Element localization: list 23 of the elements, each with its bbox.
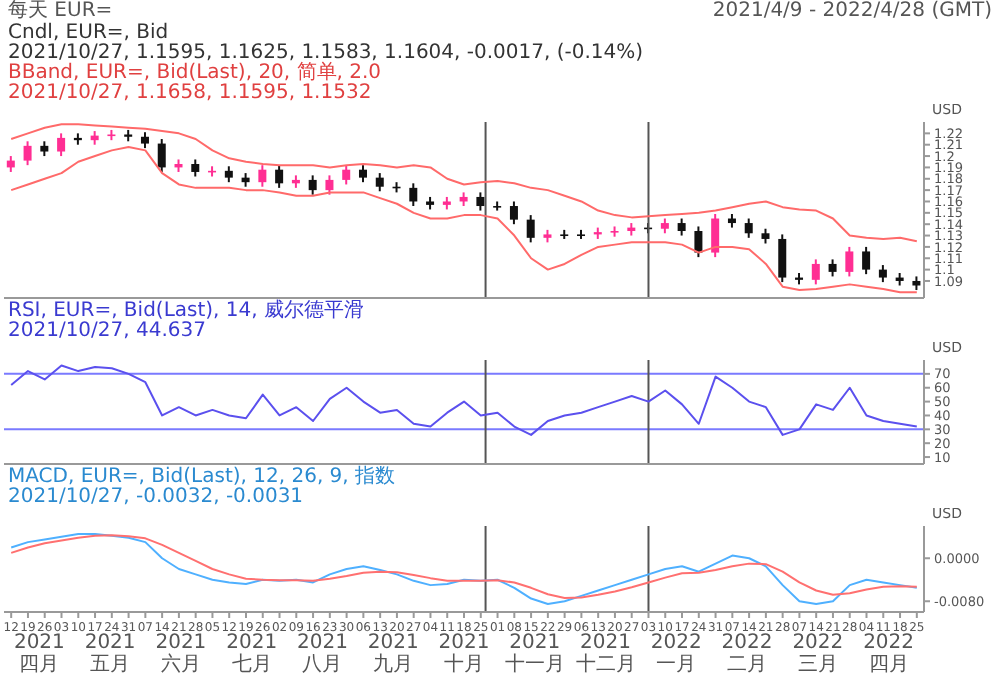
text: RSI, EUR=, Bid(Last), 14, 威尔德平滑 xyxy=(8,300,366,322)
text: 2021 七月 xyxy=(224,632,280,676)
text: 2022 三月 xyxy=(790,632,846,676)
text: 2021 九月 xyxy=(365,632,421,676)
text: 2021 六月 xyxy=(153,632,209,676)
text: 2022 二月 xyxy=(719,632,775,676)
text: 2021/10/27, 1.1595, 1.1625, 1.1583, 1.1604, -0.0017, (-0.14%) xyxy=(8,42,646,64)
text: 2021 十月 xyxy=(436,632,492,676)
text: 2021 十一月 xyxy=(502,632,567,676)
text: 2021 十二月 xyxy=(573,632,638,676)
text: BBand, EUR=, Bid(Last), 20, 简单, 2.0 xyxy=(8,62,384,84)
text: Cndl, EUR=, Bid xyxy=(8,22,169,44)
text: 2021 四月 xyxy=(11,632,67,676)
text: 2021/10/27, 44.637 xyxy=(8,320,208,342)
text: 2021/10/27, 1.1658, 1.1595, 1.1532 xyxy=(8,82,374,104)
text: 2021 八月 xyxy=(294,632,350,676)
text: MACD, EUR=, Bid(Last), 12, 26, 9, 指数 xyxy=(8,466,398,488)
chart-title: 每天 EUR= xyxy=(8,0,113,22)
text: 2022 四月 xyxy=(861,632,917,676)
chart-subtitle: 2021/4/9 - 2022/4/28 (GMT) xyxy=(712,0,992,22)
text: 2021 五月 xyxy=(82,632,138,676)
text: 2022 一月 xyxy=(648,632,704,676)
text: 2021/10/27, -0.0032, -0.0031 xyxy=(8,486,306,508)
